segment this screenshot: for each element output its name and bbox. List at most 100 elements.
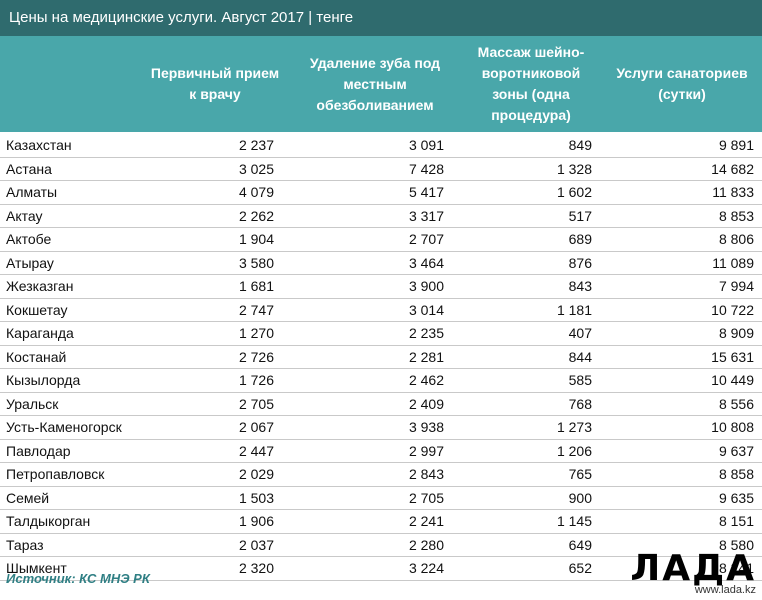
- price-cell: 8 556: [600, 392, 762, 416]
- price-cell: 689: [452, 227, 600, 252]
- price-cell: 2 705: [148, 392, 282, 416]
- price-cell: 768: [452, 392, 600, 416]
- price-cell: 649: [452, 533, 600, 557]
- price-cell: 876: [452, 251, 600, 275]
- price-cell: 407: [452, 321, 600, 346]
- price-cell: 3 014: [282, 298, 452, 322]
- price-cell: 7 994: [600, 274, 762, 299]
- price-cell: 1 681: [148, 274, 282, 299]
- price-cell: 2 447: [148, 439, 282, 463]
- region-name-cell: Кызылорда: [0, 368, 148, 393]
- price-cell: 3 025: [148, 157, 282, 181]
- price-cell: 9 637: [600, 439, 762, 463]
- price-cell: 10 722: [600, 298, 762, 322]
- region-name-cell: Алматы: [0, 180, 148, 205]
- watermark-logo: ЛАДА www.lada.kz: [630, 548, 756, 597]
- price-cell: 2 409: [282, 392, 452, 416]
- region-name-cell: Атырау: [0, 251, 148, 275]
- region-name-cell: Тараз: [0, 533, 148, 557]
- price-cell: 9 635: [600, 486, 762, 510]
- table-row: Атырау 3 580 3 464 876 11 089: [0, 251, 762, 275]
- price-cell: 2 726: [148, 345, 282, 369]
- region-name-cell: Актау: [0, 204, 148, 228]
- price-cell: 3 900: [282, 274, 452, 299]
- price-cell: 9 891: [600, 134, 762, 158]
- price-cell: 2 029: [148, 462, 282, 487]
- table-row: Астана 3 025 7 428 1 328 14 682: [0, 157, 762, 181]
- price-cell: 2 281: [282, 345, 452, 369]
- region-name-cell: Талдыкорган: [0, 509, 148, 534]
- price-cell: 765: [452, 462, 600, 487]
- table-row: Алматы 4 079 5 417 1 602 11 833: [0, 180, 762, 205]
- region-name-cell: Шымкент: [0, 556, 148, 581]
- price-cell: 1 503: [148, 486, 282, 510]
- price-cell: 2 237: [148, 134, 282, 158]
- price-cell: 8 853: [600, 204, 762, 228]
- table-row: Павлодар 2 447 2 997 1 206 9 637: [0, 439, 762, 463]
- price-cell: 1 206: [452, 439, 600, 463]
- price-cell: 1 726: [148, 368, 282, 393]
- price-cell: 8 580: [600, 533, 762, 557]
- table-body: Казахстан 2 237 3 091 849 9 891 Астана 3 025 7 …: [0, 134, 762, 581]
- price-cell: 4 079: [148, 180, 282, 205]
- table-row: Семей 1 503 2 705 900 9 635: [0, 486, 762, 510]
- price-cell: 1 273: [452, 415, 600, 440]
- price-cell: 3 224: [282, 556, 452, 581]
- price-cell: 2 235: [282, 321, 452, 346]
- table-row: Тараз 2 037 2 280 649 8 580: [0, 533, 762, 557]
- price-cell: 1 181: [452, 298, 600, 322]
- region-name-cell: Усть-Каменогорск: [0, 415, 148, 440]
- price-cell: 585: [452, 368, 600, 393]
- header-col-4: Услуги санаториев (сутки): [616, 65, 748, 102]
- price-cell: 849: [452, 134, 600, 158]
- table-row: Уральск 2 705 2 409 768 8 556: [0, 392, 762, 416]
- price-cell: 3 317: [282, 204, 452, 228]
- region-name-cell: Караганда: [0, 321, 148, 346]
- price-cell: 1 270: [148, 321, 282, 346]
- price-cell: 2 067: [148, 415, 282, 440]
- price-cell: 8 858: [600, 462, 762, 487]
- table-row: Актау 2 262 3 317 517 8 853: [0, 204, 762, 228]
- header-col-1: Первичный прием к врачу: [150, 65, 280, 102]
- price-cell: 2 241: [282, 509, 452, 534]
- price-cell: 2 280: [282, 533, 452, 557]
- price-cell: 1 145: [452, 509, 600, 534]
- region-name-cell: Костанай: [0, 345, 148, 369]
- price-cell: 8 151: [600, 509, 762, 534]
- table-header: Первичный прием к врачу Удаление зуба по…: [0, 36, 762, 132]
- price-cell: 5 417: [282, 180, 452, 205]
- price-cell: 1 328: [452, 157, 600, 181]
- price-cell: 2 037: [148, 533, 282, 557]
- price-table: Казахстан 2 237 3 091 849 9 891 Астана 3 025 7 …: [0, 134, 762, 581]
- table-row: Кокшетау 2 747 3 014 1 181 10 722: [0, 298, 762, 322]
- table-row: Петропавловск 2 029 2 843 765 8 858: [0, 462, 762, 487]
- price-cell: 1 602: [452, 180, 600, 205]
- table-row: Актобе 1 904 2 707 689 8 806: [0, 227, 762, 252]
- watermark-word: ЛАДА: [630, 548, 756, 589]
- price-cell: 2 705: [282, 486, 452, 510]
- table-row: Жезказган 1 681 3 900 843 7 994: [0, 274, 762, 299]
- table-title: Цены на медицинские услуги. Август 2017 …: [0, 0, 762, 36]
- price-cell: 900: [452, 486, 600, 510]
- table-row: Кызылорда 1 726 2 462 585 10 449: [0, 368, 762, 393]
- price-cell: 2 462: [282, 368, 452, 393]
- price-cell: 8 909: [600, 321, 762, 346]
- watermark-site: www.lada.kz: [694, 584, 756, 596]
- price-cell: 3 938: [282, 415, 452, 440]
- price-cell: 3 091: [282, 134, 452, 158]
- price-cell: 1 906: [148, 509, 282, 534]
- price-cell: 10 808: [600, 415, 762, 440]
- region-name-cell: Казахстан: [0, 134, 148, 158]
- price-cell: 8 241: [600, 556, 762, 581]
- price-cell: 8 806: [600, 227, 762, 252]
- price-cell: 10 449: [600, 368, 762, 393]
- region-name-cell: Петропавловск: [0, 462, 148, 487]
- region-name-cell: Жезказган: [0, 274, 148, 299]
- price-cell: 3 464: [282, 251, 452, 275]
- header-col-2: Удаление зуба под местным обезболиванием: [309, 54, 441, 113]
- price-cell: 15 631: [600, 345, 762, 369]
- header-col-3: Массаж шейно-воротниковой зоны (одна про…: [477, 44, 585, 123]
- price-cell: 11 833: [600, 180, 762, 205]
- region-name-cell: Астана: [0, 157, 148, 181]
- source-note: Источник: КС МНЭ РК: [6, 571, 150, 586]
